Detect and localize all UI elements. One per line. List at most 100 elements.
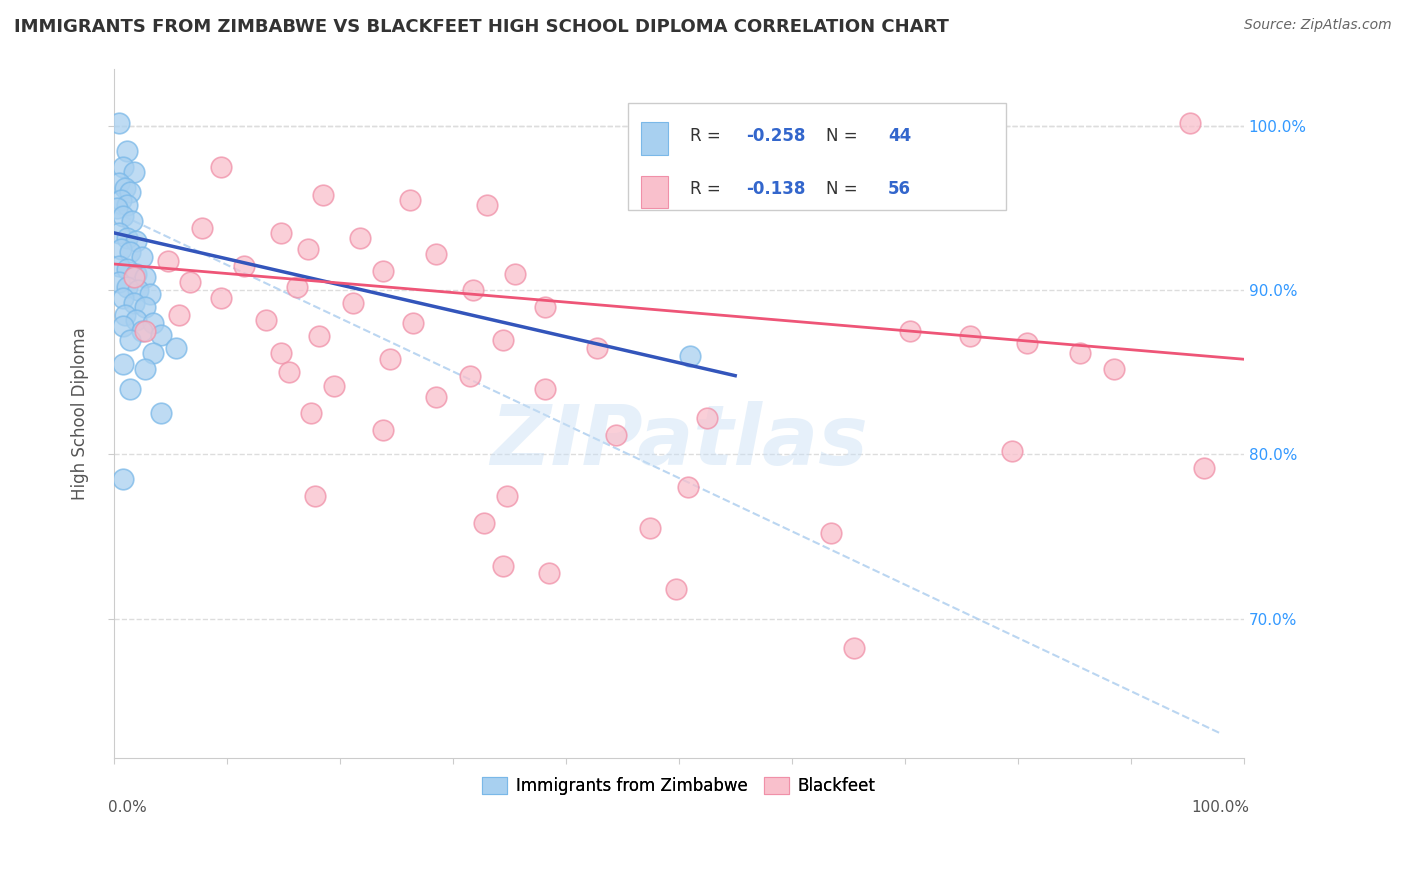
Text: 44: 44 xyxy=(887,127,911,145)
Text: R =: R = xyxy=(690,127,725,145)
Point xyxy=(110,193,132,207)
Point xyxy=(120,185,142,199)
Point xyxy=(475,198,498,212)
Point xyxy=(398,193,420,207)
Point xyxy=(120,245,142,260)
Point xyxy=(165,341,187,355)
Point xyxy=(114,308,136,322)
Point xyxy=(503,267,526,281)
Point xyxy=(534,300,557,314)
Point xyxy=(209,292,232,306)
Point xyxy=(156,253,179,268)
Point xyxy=(299,406,322,420)
Point xyxy=(537,566,560,580)
Point xyxy=(472,516,495,531)
Point xyxy=(285,280,308,294)
Point xyxy=(898,324,921,338)
Point xyxy=(254,313,277,327)
Point xyxy=(640,521,662,535)
Point xyxy=(111,210,134,224)
Point xyxy=(820,526,842,541)
Point xyxy=(605,427,627,442)
Point xyxy=(108,177,131,191)
Point xyxy=(108,226,131,240)
Point xyxy=(696,411,718,425)
Point xyxy=(122,296,145,310)
Point xyxy=(1015,335,1038,350)
Point xyxy=(679,349,702,363)
Point xyxy=(349,230,371,244)
Y-axis label: High School Diploma: High School Diploma xyxy=(72,327,89,500)
Point xyxy=(111,357,134,371)
Point xyxy=(134,324,156,338)
Point xyxy=(134,300,156,314)
Point xyxy=(111,472,134,486)
Point xyxy=(127,283,149,297)
Text: ZIPatlas: ZIPatlas xyxy=(489,401,868,482)
Point xyxy=(297,242,319,256)
Point xyxy=(1069,345,1091,359)
Text: -0.258: -0.258 xyxy=(747,127,806,145)
Point xyxy=(1001,444,1024,458)
Point xyxy=(1178,116,1201,130)
Point xyxy=(131,324,153,338)
Point xyxy=(232,259,254,273)
Point xyxy=(120,382,142,396)
Point xyxy=(380,352,402,367)
Point xyxy=(371,263,394,277)
Point xyxy=(115,280,138,294)
Point xyxy=(586,341,609,355)
Point xyxy=(676,480,699,494)
Point xyxy=(534,382,557,396)
Point xyxy=(167,308,190,322)
FancyBboxPatch shape xyxy=(628,103,1007,210)
Text: N =: N = xyxy=(825,127,862,145)
Point xyxy=(134,362,156,376)
Point xyxy=(496,489,519,503)
Point xyxy=(492,559,515,574)
Text: N =: N = xyxy=(825,180,862,198)
Text: -0.138: -0.138 xyxy=(747,180,806,198)
Point xyxy=(311,188,333,202)
Point xyxy=(492,333,515,347)
Point xyxy=(150,406,173,420)
Point xyxy=(108,259,131,273)
Point xyxy=(342,296,364,310)
Point xyxy=(125,313,148,327)
Point xyxy=(125,234,148,248)
Point xyxy=(125,267,148,281)
Point xyxy=(115,144,138,158)
Point xyxy=(115,230,138,244)
Text: IMMIGRANTS FROM ZIMBABWE VS BLACKFEET HIGH SCHOOL DIPLOMA CORRELATION CHART: IMMIGRANTS FROM ZIMBABWE VS BLACKFEET HI… xyxy=(14,18,949,36)
Point xyxy=(122,165,145,179)
Text: 0.0%: 0.0% xyxy=(108,800,146,814)
Point xyxy=(105,201,128,215)
Text: Source: ZipAtlas.com: Source: ZipAtlas.com xyxy=(1244,18,1392,32)
FancyBboxPatch shape xyxy=(641,122,668,154)
Point xyxy=(138,286,160,301)
Point xyxy=(120,333,142,347)
Point xyxy=(1192,460,1215,475)
Point xyxy=(179,275,201,289)
Point xyxy=(304,489,326,503)
Point xyxy=(190,220,212,235)
Point xyxy=(308,329,330,343)
Point xyxy=(108,116,131,130)
Point xyxy=(122,270,145,285)
Point xyxy=(665,582,688,597)
Point xyxy=(142,345,165,359)
Text: 56: 56 xyxy=(887,180,911,198)
Point xyxy=(425,247,447,261)
Point xyxy=(402,316,425,330)
Point xyxy=(461,283,484,297)
Text: R =: R = xyxy=(690,180,725,198)
Point xyxy=(371,423,394,437)
Point xyxy=(270,226,292,240)
FancyBboxPatch shape xyxy=(641,176,668,208)
Point xyxy=(425,390,447,404)
Point xyxy=(323,378,346,392)
Point xyxy=(1102,362,1125,376)
Point xyxy=(111,319,134,334)
Point xyxy=(134,270,156,285)
Point xyxy=(277,365,299,379)
